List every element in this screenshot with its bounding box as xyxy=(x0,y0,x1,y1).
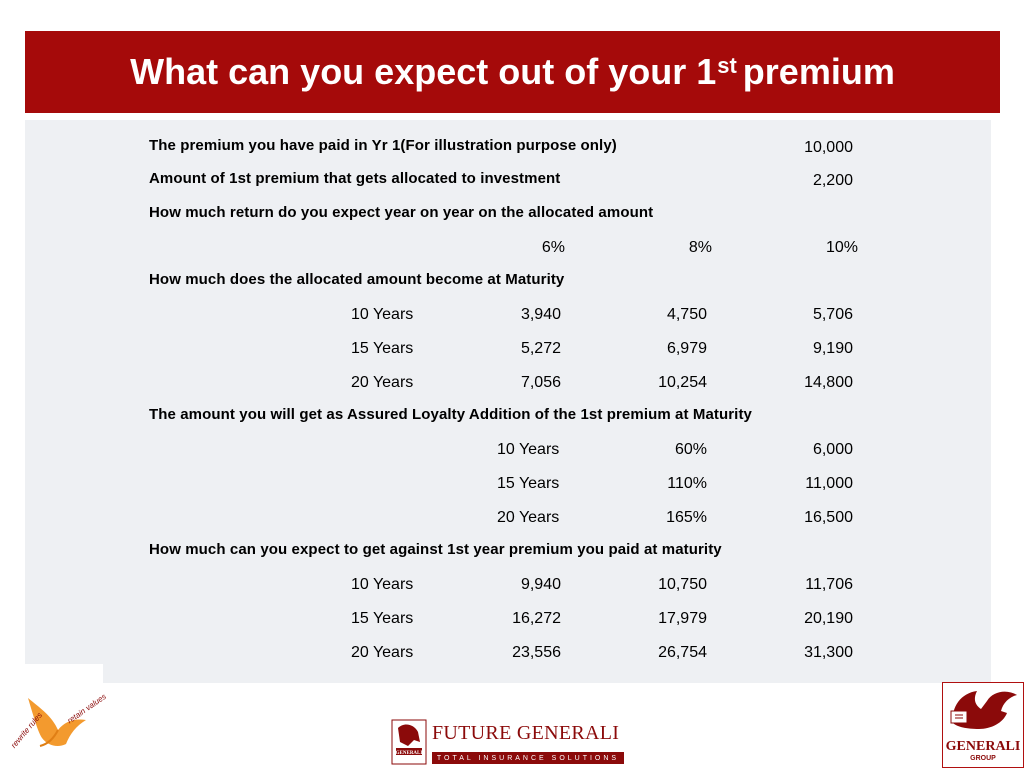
maturity-value-6: 3,940 xyxy=(520,306,561,323)
allocated-value: 2,200 xyxy=(812,172,853,189)
content-panel xyxy=(25,120,991,683)
term-label: 20 Years xyxy=(497,509,560,526)
maturity-value-10: 5,706 xyxy=(812,306,853,323)
total-value-6: 23,556 xyxy=(512,644,561,661)
loyalty-question-row: The amount you will get as Assured Loyal… xyxy=(0,406,1024,426)
table-row: 15 Years 5,272 6,979 9,190 xyxy=(0,340,1024,360)
table-row: 15 Years 16,272 17,979 20,190 xyxy=(0,610,1024,630)
table-row: 10 Years 9,940 10,750 11,706 xyxy=(0,576,1024,596)
total-question: How much can you expect to get against 1… xyxy=(149,541,722,558)
lion-emblem-icon: GENERALI xyxy=(391,719,427,765)
loyalty-question: The amount you will get as Assured Loyal… xyxy=(149,406,752,423)
total-value-8: 10,750 xyxy=(658,576,707,593)
term-label: 10 Years xyxy=(351,576,414,593)
left-tagline-2: retain values xyxy=(66,692,108,725)
term-label: 10 Years xyxy=(497,441,560,458)
term-label: 10 Years xyxy=(351,306,414,323)
maturity-value-8: 10,254 xyxy=(658,374,707,391)
return-question-row: How much return do you expect year on ye… xyxy=(0,204,1024,224)
rate-2: 8% xyxy=(688,239,712,256)
table-row: 20 Years 165% 16,500 xyxy=(0,509,1024,529)
maturity-value-10: 9,190 xyxy=(812,340,853,357)
maturity-value-6: 7,056 xyxy=(520,374,561,391)
maturity-value-10: 14,800 xyxy=(804,374,853,391)
loyalty-amount: 11,000 xyxy=(805,475,853,492)
term-label: 20 Years xyxy=(351,374,414,391)
center-badge-text: GENERALI xyxy=(396,751,423,756)
maturity-question: How much does the allocated amount becom… xyxy=(149,271,565,288)
loyalty-percent: 60% xyxy=(674,441,707,458)
winged-lion-icon xyxy=(950,691,1017,729)
total-value-10: 20,190 xyxy=(804,610,853,627)
return-question: How much return do you expect year on ye… xyxy=(149,204,654,221)
future-generali-logo: GENERALI FUTURE GENERALI TOTAL INSURANCE… xyxy=(390,718,630,768)
loyalty-amount: 6,000 xyxy=(812,441,853,458)
total-value-8: 17,979 xyxy=(658,610,707,627)
rewrite-rules-logo: rewrite rules retain values xyxy=(0,686,110,766)
total-value-10: 31,300 xyxy=(804,644,853,661)
term-label: 15 Years xyxy=(351,610,414,627)
table-row: 20 Years 23,556 26,754 31,300 xyxy=(0,644,1024,664)
term-label: 15 Years xyxy=(351,340,414,357)
allocated-row: Amount of 1st premium that gets allocate… xyxy=(0,170,1024,190)
maturity-value-8: 4,750 xyxy=(666,306,707,323)
term-label: 20 Years xyxy=(351,644,414,661)
loyalty-percent: 110% xyxy=(667,475,707,492)
rate-3: 10% xyxy=(825,239,858,256)
loyalty-percent: 165% xyxy=(666,509,707,526)
table-row: 20 Years 7,056 10,254 14,800 xyxy=(0,374,1024,394)
future-generali-name: FUTURE GENERALI xyxy=(432,722,620,744)
generali-group-logo: GENERALI GROUP xyxy=(942,682,1024,768)
maturity-value-8: 6,979 xyxy=(666,340,707,357)
maturity-value-6: 5,272 xyxy=(520,340,561,357)
term-label: 15 Years xyxy=(497,475,560,492)
bird-icon: rewrite rules retain values xyxy=(9,692,108,750)
total-value-8: 26,754 xyxy=(658,644,707,661)
total-question-row: How much can you expect to get against 1… xyxy=(0,541,1024,561)
total-value-6: 9,940 xyxy=(520,576,561,593)
total-value-6: 16,272 xyxy=(512,610,561,627)
title-end: premium xyxy=(742,51,895,92)
generali-group-label: GROUP xyxy=(970,755,996,762)
panel-notch xyxy=(25,664,103,684)
allocated-question: Amount of 1st premium that gets allocate… xyxy=(149,170,561,187)
loyalty-amount: 16,500 xyxy=(804,509,853,526)
table-row: 10 Years 3,940 4,750 5,706 xyxy=(0,306,1024,326)
title-superscript: st xyxy=(717,53,737,78)
rate-1: 6% xyxy=(541,239,565,256)
maturity-question-row: How much does the allocated amount becom… xyxy=(0,271,1024,291)
premium-paid-value: 10,000 xyxy=(804,139,853,156)
table-row: 10 Years 60% 6,000 xyxy=(0,441,1024,461)
rates-row: 6% 8% 10% xyxy=(0,239,1024,259)
title-main: What can you expect out of your 1 xyxy=(130,51,717,92)
future-generali-tagline: TOTAL INSURANCE SOLUTIONS xyxy=(432,752,624,764)
generali-name: GENERALI xyxy=(945,739,1021,754)
total-value-10: 11,706 xyxy=(805,576,853,593)
premium-paid-question: The premium you have paid in Yr 1(For il… xyxy=(149,137,617,154)
premium-paid-row: The premium you have paid in Yr 1(For il… xyxy=(0,137,1024,157)
table-row: 15 Years 110% 11,000 xyxy=(0,475,1024,495)
